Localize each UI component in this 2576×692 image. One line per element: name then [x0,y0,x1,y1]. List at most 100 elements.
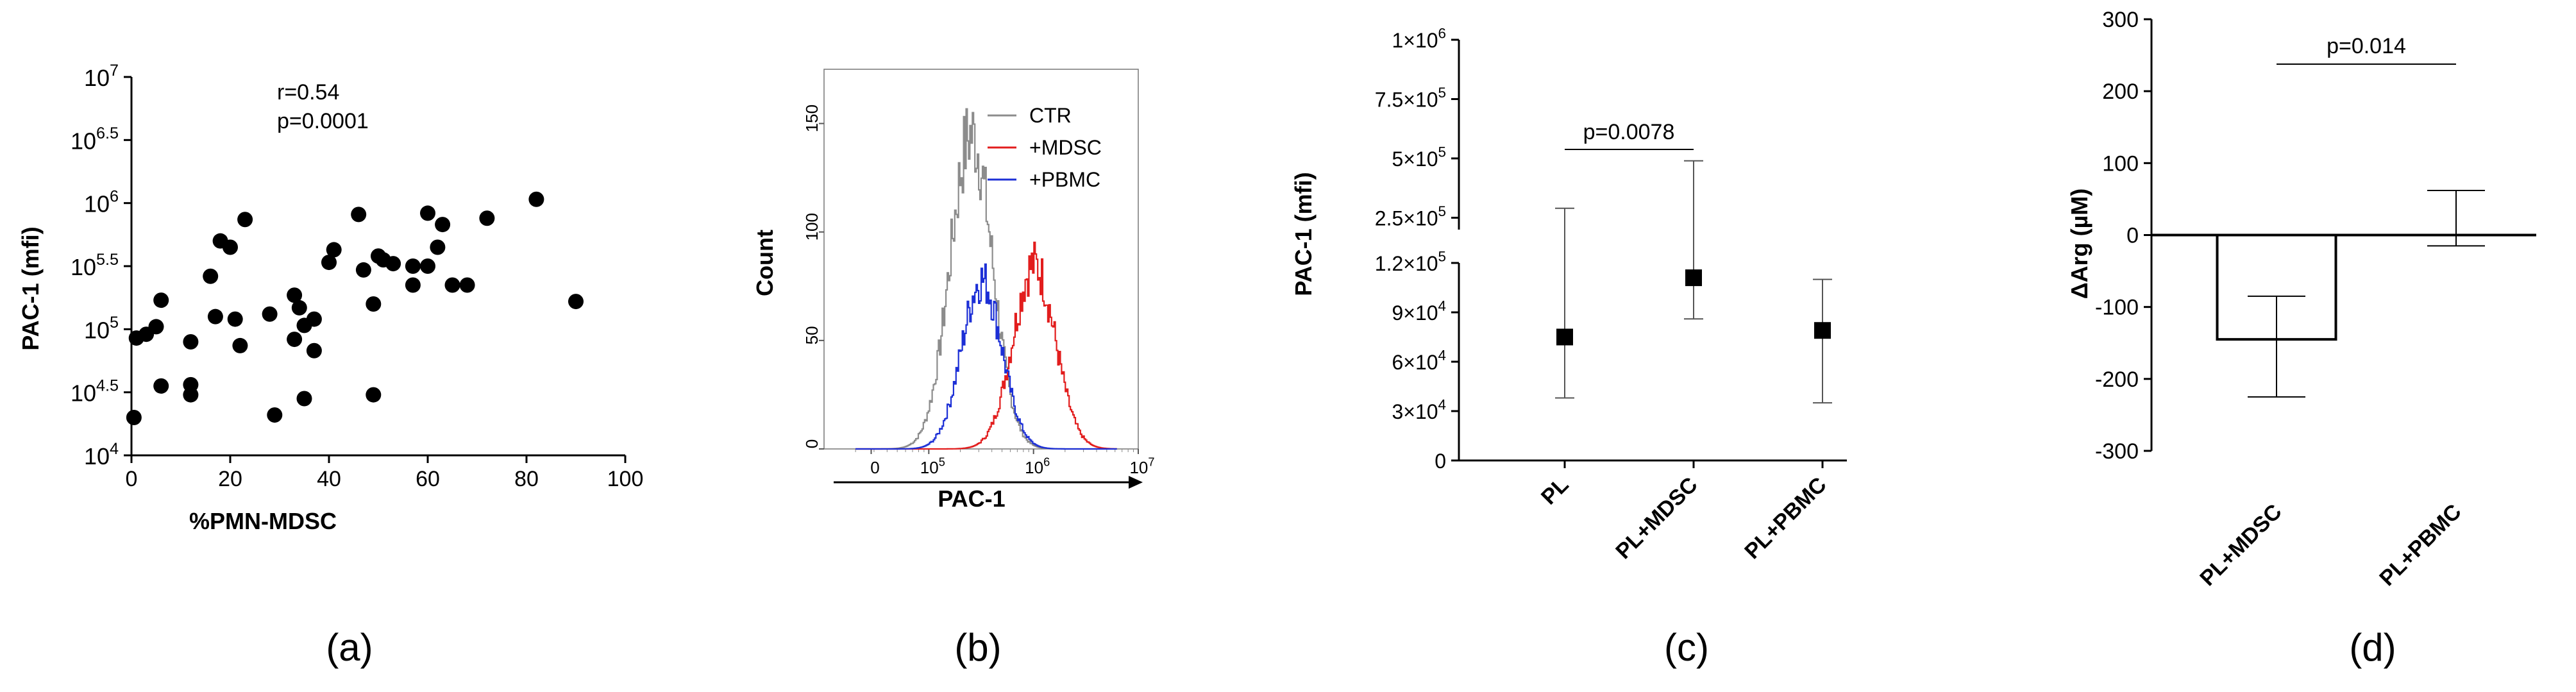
panel-b-ylabel: Count [752,230,778,296]
panel-a-data-point [479,210,495,226]
panel-a-scatter: 0 20 40 60 80 100104104.5105105.5106106.5107 … [17,62,643,669]
panel-c-ylabel: PAC-1 (mfi) [1290,172,1317,296]
panel-b-y-tick-label: 0 [802,439,821,448]
panel-c-mean-marker [1556,328,1573,346]
panel-a-data-point [232,337,248,353]
panel-d-p-annotation: p=0.014 [2327,34,2406,58]
panel-c-y-tick-label: 3×104 [1392,397,1446,423]
panel-c-mean-marker [1814,322,1831,339]
panel-a-data-point [126,410,142,425]
panel-b-legend: CTR +MDSC +PBMC [988,104,1102,191]
panel-a-y-tick-label: 107 [84,62,119,91]
panel-a-data-point [355,262,371,278]
panel-a-x-tick-label: 20 [218,467,242,491]
panel-a-data-point [291,300,307,316]
panel-d-y-tick-label: 200 [2102,80,2139,104]
panel-a-y-tick-label: 106 [84,187,119,217]
panel-a-data-point [321,255,337,271]
panel-d-bar: 300 200 100 0 -100 -200 -300 PL+MDSC PL+PBMC ΔAr… [2066,8,2536,669]
panel-a-x-tick-label: 60 [416,467,440,491]
panel-b-x-tick-label: 107 [1129,455,1154,477]
panel-b-axes: 0 50 100 150 0 105 106 107 [802,69,1155,489]
panel-a-ylabel: PAC-1 (mfi) [17,226,44,350]
panel-b-y-tick-label: 50 [802,326,821,344]
panel-a-data-point [366,387,382,403]
panel-c-y-tick-label: 5×105 [1392,144,1446,171]
panel-c-y-tick-label: 0 [1435,450,1446,473]
panel-b-y-tick-label: 100 [802,213,821,241]
panel-c-category-label: PL [1536,473,1574,510]
panel-c-y-tick-label: 9×104 [1392,298,1446,325]
panel-b-xlabel: PAC-1 [938,485,1005,512]
panel-c-label: (c) [1664,626,1709,669]
panel-a-data-point [153,378,169,394]
panel-b-legend-label: +MDSC [1029,136,1102,159]
panel-a-x-tick-label: 80 [514,467,539,491]
panel-b-x-tick-label: 105 [920,455,945,477]
panel-b-legend-label: CTR [1029,104,1072,127]
panel-c-y-tick-label: 1.2×105 [1375,249,1446,275]
panel-a-data-point [459,277,475,293]
panel-a-points [126,191,584,425]
panel-d-category-label: PL+PBMC [2375,500,2466,591]
panel-a-data-point [296,391,312,407]
panel-a-data-point [366,296,382,312]
panel-d-bars [2216,189,2485,398]
panel-a-data-point [435,217,451,233]
panel-b-legend-label: +PBMC [1029,168,1100,191]
panel-c-y-tick-label: 2.5×105 [1375,203,1446,230]
panel-a-data-point [203,268,219,284]
panel-a-data-point [420,258,435,274]
panel-a-axes: 0 20 40 60 80 100 104 104.5 105 105.5 106 106.5 107 [71,62,643,491]
panel-a-data-point [183,376,199,392]
panel-d-y-tick-label: -200 [2095,367,2139,392]
panel-a-p-annotation: p=0.0001 [277,109,369,133]
panel-a-data-point [351,207,367,223]
panel-a-x-tick-label: 40 [317,467,341,491]
panel-a-data-point [444,277,460,293]
panel-a-y-tick-label: 104 [84,440,119,469]
panel-a-data-point [287,287,303,303]
panel-a-data-point [430,239,446,255]
panel-d-label: (d) [2349,626,2396,669]
panel-d-y-tick-label: 0 [2126,224,2139,248]
panel-a-r-annotation: r=0.54 [277,80,339,105]
panel-c-y-tick-label: 6×104 [1392,348,1446,374]
panel-a-y-tick-label: 104.5 [71,376,119,406]
panel-a-data-point [568,294,584,310]
panel-a-x-tick-label: 0 [126,467,138,491]
panel-a-data-point [528,191,544,207]
panel-a-data-point [207,308,223,325]
panel-a-data-point [223,239,238,255]
panel-b-x-arrow-head [1129,476,1143,489]
panel-a-x-tick-label: 100 [607,467,644,491]
panel-a-data-point [227,311,243,327]
panel-c-y-tick-label: 7.5×105 [1375,85,1446,111]
panel-d-ylabel: ΔArg (µM) [2066,189,2092,300]
panel-d-y-tick-label: 100 [2102,151,2139,176]
panel-a-data-point [385,256,401,272]
panel-d-category-label: PL+MDSC [2195,500,2286,591]
panel-a-y-tick-label: 105 [84,314,119,343]
panel-a-y-tick-label: 106.5 [71,124,119,154]
panel-b-series-curve-pbmc [855,263,1117,450]
panel-d-y-tick-label: -100 [2095,296,2139,320]
panel-a-data-point [326,242,342,258]
panel-a-data-point [287,332,303,348]
panel-a-data-point [405,258,421,274]
panel-a-data-point [262,306,278,322]
panel-b-series-curve-mdsc [855,241,1117,450]
panel-a-data-point [148,319,164,335]
panel-c-mean-marker [1685,269,1702,287]
panel-c-category-label: PL+MDSC [1611,473,1702,564]
panel-a-data-point [306,342,322,359]
panel-b-x-tick-label: 0 [870,458,879,477]
panel-a-y-tick-label: 105.5 [71,251,119,280]
panel-d-y-tick-label: 300 [2102,8,2139,32]
panel-b-curves [855,108,1117,450]
panel-a-label: (a) [326,626,373,669]
panel-b-label: (b) [954,626,1001,669]
panel-d-axes: 300 200 100 0 -100 -200 -300 PL+MDSC PL+PBMC [2095,8,2536,591]
